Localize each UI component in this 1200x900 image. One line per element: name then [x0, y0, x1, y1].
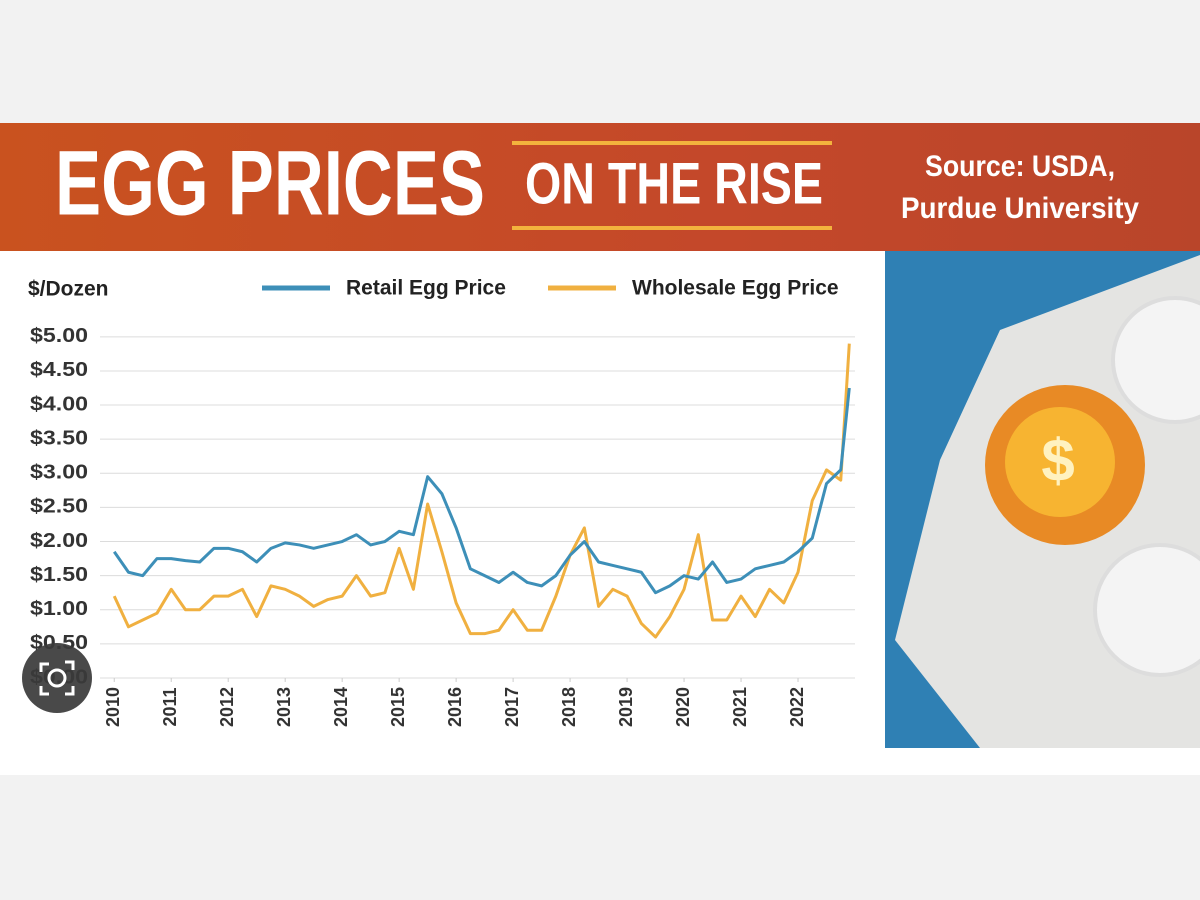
source: Purdue University — [901, 192, 1139, 225]
x-tick-label: 2011 — [160, 687, 180, 726]
y-tick-label: $2.50 — [30, 496, 88, 518]
series-line — [113, 387, 851, 595]
lens-button[interactable] — [22, 643, 92, 713]
x-tick-label: 2020 — [673, 687, 693, 727]
x-tick-label: 2019 — [616, 687, 636, 727]
lens-icon — [39, 660, 75, 696]
y-tick-label: $4.00 — [30, 393, 88, 415]
y-tick-label: $2.00 — [30, 530, 88, 552]
photo: $ — [885, 251, 1200, 748]
x-tick-label: 2018 — [559, 687, 579, 727]
x-tick-label: 2014 — [331, 687, 351, 727]
x-tick-label: 2016 — [445, 687, 465, 727]
y-axis-label: $/Dozen — [28, 278, 109, 301]
legend-label: Retail Egg Price — [346, 277, 506, 300]
egg — [1111, 296, 1200, 424]
x-tick-label: 2015 — [388, 687, 408, 727]
x-tick-label: 2021 — [730, 687, 750, 727]
x-tick-label: 2013 — [274, 687, 294, 727]
source: Source: USDA, — [925, 150, 1115, 183]
y-tick-label: $3.50 — [30, 427, 88, 449]
x-tick-label: 2022 — [787, 687, 807, 727]
y-tick-label: $1.50 — [30, 564, 88, 586]
yolk — [1005, 407, 1115, 517]
legend-label: Wholesale Egg Price — [632, 277, 839, 300]
dollar-icon: $ — [1041, 427, 1074, 494]
y-tick-label: $1.00 — [30, 598, 88, 620]
x-tick-label: 2012 — [217, 687, 237, 727]
lens-icon — [47, 668, 67, 688]
series-line — [112, 343, 851, 639]
y-tick-label: $4.50 — [30, 359, 88, 381]
lens-button-bg[interactable] — [22, 643, 92, 713]
y-tick-label: $5.00 — [30, 325, 88, 347]
y-tick-label: $3.00 — [30, 462, 88, 484]
x-tick-label: 2010 — [103, 687, 123, 727]
subtitle: ON THE RISE — [525, 151, 823, 216]
egg — [1093, 543, 1200, 677]
x-tick-label: 2017 — [502, 687, 522, 727]
title: EGG PRICES — [55, 132, 485, 234]
